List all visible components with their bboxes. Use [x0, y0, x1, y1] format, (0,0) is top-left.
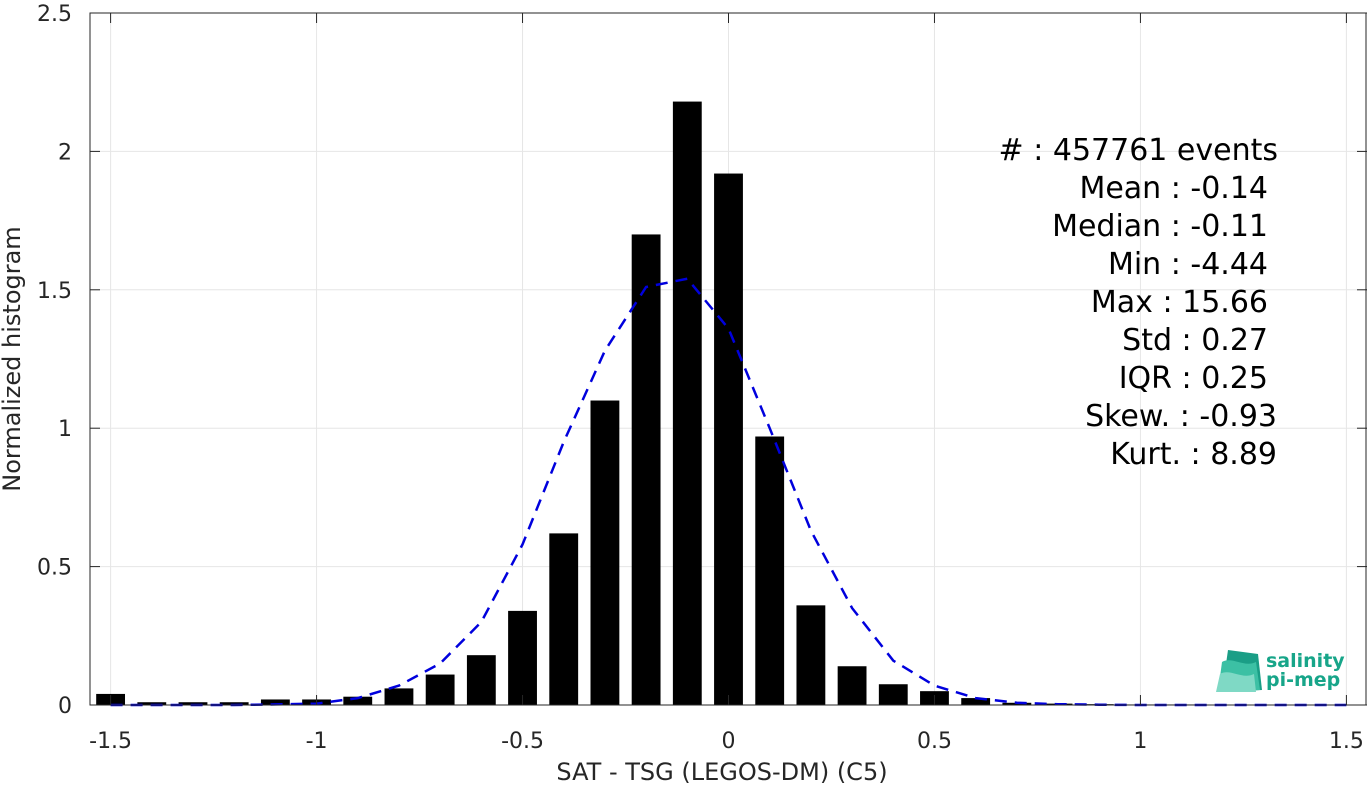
x-tick-label: 1.5 [1329, 729, 1364, 754]
stat-median: Median : -0.11 [1052, 209, 1268, 244]
histogram-bar [425, 674, 455, 705]
histogram-bar [961, 698, 991, 705]
y-tick-label: 2 [58, 140, 72, 165]
histogram-bar [508, 610, 537, 705]
y-tick-label: 0.5 [37, 556, 72, 581]
stat-iqr: IQR : 0.25 [1119, 361, 1268, 396]
y-tick-label: 1 [58, 417, 72, 442]
x-tick-label: 0.5 [917, 729, 952, 754]
x-tick-label: 1 [1133, 729, 1147, 754]
x-tick-label: 0 [722, 729, 736, 754]
histogram-bar [219, 702, 249, 705]
x-axis-label: SAT - TSG (LEGOS-DM) (C5) [556, 758, 887, 785]
y-axis-ticks: 0 0.5 1 1.5 2 2.5 [37, 2, 1367, 719]
histogram-bar [590, 400, 620, 705]
logo-line2: pi-mep [1266, 669, 1340, 691]
y-tick-label: 0 [58, 694, 72, 719]
histogram-bar [466, 655, 496, 705]
histogram-bar [384, 688, 414, 705]
stat-min: Min : -4.44 [1108, 247, 1268, 282]
stat-kurt: Kurt. : 8.89 [1110, 437, 1277, 472]
histogram-bars [96, 101, 1361, 706]
stat-max: Max : 15.66 [1091, 285, 1268, 320]
histogram-bar [878, 684, 908, 705]
histogram-bar [837, 666, 867, 705]
stat-events: # : 457761 events [999, 133, 1278, 168]
y-axis-label: Normalized histogram [0, 226, 26, 491]
x-tick-label: -1 [306, 729, 328, 754]
histogram-bar [755, 436, 785, 705]
histogram-bar [796, 605, 826, 705]
statistics-annotation: # : 457761 events Mean : -0.14 Median : … [999, 133, 1278, 472]
logo-line1: salinity [1266, 650, 1345, 672]
wave-icon [1216, 650, 1262, 692]
stat-mean: Mean : -0.14 [1079, 171, 1268, 206]
histogram-bar [631, 234, 661, 705]
histogram-bar [260, 699, 290, 705]
histogram-bar [549, 533, 579, 705]
x-axis-ticks: -1.5 -1 -0.5 0 0.5 1 1.5 [89, 13, 1364, 754]
salinity-pi-mep-logo: salinity pi-mep [1216, 650, 1345, 692]
histogram-bar [343, 696, 373, 705]
x-tick-label: -1.5 [89, 729, 132, 754]
stat-skew: Skew. : -0.93 [1085, 399, 1277, 434]
histogram-bar [714, 173, 743, 705]
histogram-bar [672, 101, 702, 706]
stat-std: Std : 0.27 [1122, 323, 1268, 358]
y-tick-label: 2.5 [37, 2, 72, 27]
histogram-bar [178, 702, 208, 705]
x-tick-label: -0.5 [501, 729, 544, 754]
y-tick-label: 1.5 [37, 279, 72, 304]
histogram-bar [137, 702, 167, 705]
